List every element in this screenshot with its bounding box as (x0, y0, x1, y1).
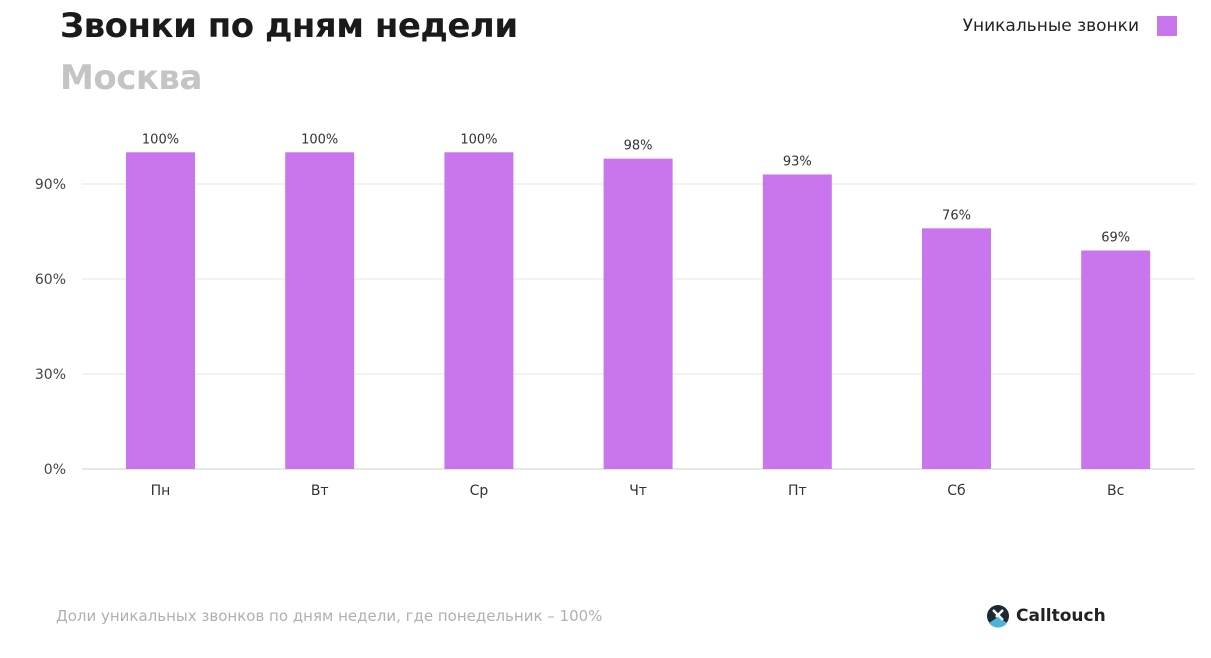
y-tick-label: 0% (44, 462, 66, 478)
data-label: 100% (142, 132, 179, 147)
x-tick-label: Вт (311, 483, 329, 499)
y-tick-label: 90% (35, 177, 66, 193)
data-label: 100% (301, 132, 338, 147)
legend: Уникальные звонки (963, 16, 1177, 36)
x-tick-label: Пн (151, 483, 171, 499)
data-label: 100% (460, 132, 497, 147)
legend-label: Уникальные звонки (962, 16, 1139, 36)
chart-subtitle: Москва (60, 58, 202, 98)
bar (922, 228, 991, 469)
bar (126, 152, 195, 470)
footer-note: Доли уникальных звонков по дням недели, … (56, 607, 603, 625)
bar (603, 158, 673, 469)
x-tick-label: Ср (470, 483, 489, 499)
y-tick-label: 30% (35, 367, 66, 383)
bar (285, 152, 355, 470)
calltouch-logo-icon (987, 605, 1009, 628)
x-tick-label: Пт (788, 483, 807, 499)
data-label: 98% (624, 139, 653, 154)
x-tick-label: Вс (1107, 483, 1124, 499)
data-label: 69% (1101, 230, 1130, 245)
bar (1081, 250, 1151, 469)
data-label: 93% (783, 154, 812, 169)
bar (444, 152, 514, 470)
y-tick-label: 60% (35, 272, 66, 288)
x-tick-label: Сб (947, 483, 965, 499)
legend-swatch (1157, 16, 1177, 36)
brand-name: Calltouch (1016, 606, 1106, 626)
bar (762, 174, 832, 469)
x-tick-label: Чт (629, 483, 647, 499)
brand-logo: Calltouch (986, 604, 1106, 628)
chart-title: Звонки по дням недели (60, 6, 518, 46)
data-label: 76% (942, 208, 971, 223)
